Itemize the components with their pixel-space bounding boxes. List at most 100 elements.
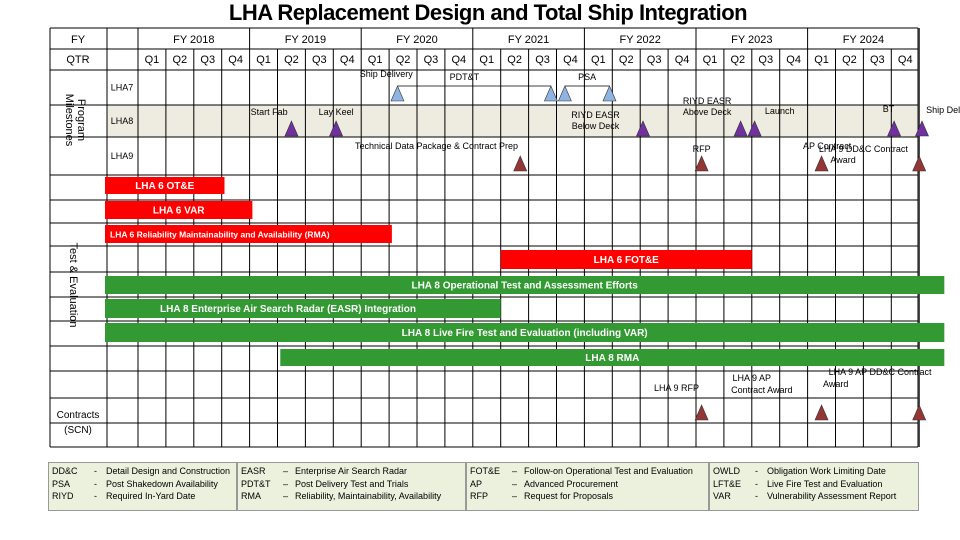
contract-markers: LHA 9 RFP LHA 9 AP Contract Award LHA 9 AP … bbox=[654, 367, 932, 421]
quarter-label: Q2 bbox=[173, 54, 188, 66]
te-bar-label: LHA 8 RMA bbox=[585, 353, 639, 364]
te-bar-label: LHA 6 OT&E bbox=[135, 181, 194, 192]
legend-dash: - bbox=[755, 491, 758, 501]
quarter-label: Q2 bbox=[507, 54, 522, 66]
ship-delivery-label: Ship Delivery bbox=[360, 69, 414, 79]
quarter-label: Q2 bbox=[396, 54, 411, 66]
program-milestones-label-2: Milestones bbox=[63, 94, 75, 147]
legend-entry: RIYD - Required In-Yard Date bbox=[52, 490, 233, 503]
test-evaluation-bars: LHA 6 OT&E LHA 6 VAR LHA 6 Reliability Mai… bbox=[105, 177, 945, 366]
legend-definition: Request for Proposals bbox=[524, 491, 614, 501]
pdtt-label: PDT&T bbox=[450, 72, 480, 82]
quarter-label: Q4 bbox=[786, 54, 801, 66]
qtr-header-label: QTR bbox=[66, 54, 89, 66]
legend-abbrev: PDT&T bbox=[241, 478, 271, 489]
milestone-row-label: LHA8 bbox=[111, 116, 134, 126]
legend-abbrev: FOT&E bbox=[470, 466, 501, 476]
legend-abbrev: OWLD bbox=[713, 466, 740, 476]
legend-definition: Detail Design and Construction bbox=[106, 466, 231, 476]
legend-dash: – bbox=[283, 466, 289, 476]
contract-triangle bbox=[814, 404, 829, 421]
milestone-label-line2: Below Deck bbox=[572, 121, 620, 131]
legend-definition: Post Shakedown Availability bbox=[106, 478, 218, 489]
milestone-label: Start Fab bbox=[251, 107, 288, 117]
fy-label: FY 2018 bbox=[173, 34, 214, 46]
contracts-label-1: Contracts bbox=[57, 410, 100, 421]
te-bar bbox=[105, 225, 392, 243]
fy-label: FY 2021 bbox=[508, 34, 549, 46]
quarter-label: Q4 bbox=[228, 54, 243, 66]
legend-abbrev: RIYD bbox=[52, 491, 74, 501]
legend-abbrev: DD&C bbox=[52, 466, 78, 476]
legend-dash: - bbox=[755, 466, 758, 476]
te-bar bbox=[105, 276, 945, 294]
te-bar-label: LHA 8 Live Fire Test and Evaluation (inc… bbox=[402, 328, 648, 339]
fy-label: FY 2019 bbox=[285, 34, 326, 46]
milestone-label: AP Contract bbox=[803, 141, 852, 151]
legend-box: FOT&E – Follow-on Operational Test and Eva… bbox=[466, 462, 709, 511]
quarter-headers: Q1 Q2 Q3 Q4 Q1 Q2 Q3 Q4 Q1 Q2 Q3 Q4 Q1 Q2 Q3 Q4 Q1 Q2 Q3 Q4… bbox=[145, 54, 913, 66]
legend-box: EASR – Enterprise Air Search Radar PDT&T – Po… bbox=[237, 462, 466, 511]
quarter-label: Q4 bbox=[340, 54, 355, 66]
te-bar-label: LHA 6 FOT&E bbox=[594, 255, 660, 266]
test-evaluation-section: Test & Evaluation bbox=[67, 243, 79, 328]
quarter-label: Q3 bbox=[647, 54, 662, 66]
milestone-label: BT bbox=[883, 104, 895, 114]
contract-triangle bbox=[912, 404, 927, 421]
legend-box: DD&C - Detail Design and Construction PSA - P… bbox=[48, 462, 237, 511]
milestone-label-line2: Above Deck bbox=[683, 107, 732, 117]
te-bar bbox=[105, 177, 225, 194]
milestone-triangle bbox=[912, 155, 927, 172]
program-milestones-section: Program bbox=[75, 99, 87, 141]
quarter-label: Q3 bbox=[312, 54, 327, 66]
quarter-label: Q4 bbox=[452, 54, 467, 66]
legend-dash: – bbox=[283, 491, 289, 501]
quarter-label: Q2 bbox=[842, 54, 857, 66]
legend-entry: PDT&T – Post Delivery Test and Trials bbox=[241, 478, 462, 491]
legend-definition: Enterprise Air Search Radar bbox=[295, 466, 408, 476]
te-bar-label: LHA 6 VAR bbox=[153, 206, 205, 217]
grid bbox=[49, 27, 920, 448]
legend-dash: - bbox=[94, 466, 97, 476]
legend-entry: LFT&E - Live Fire Test and Evaluation bbox=[713, 478, 915, 491]
legend-abbrev: VAR bbox=[713, 491, 731, 501]
quarter-label: Q2 bbox=[731, 54, 746, 66]
quarter-label: Q3 bbox=[200, 54, 215, 66]
milestone-triangle bbox=[390, 85, 405, 102]
quarter-label: Q2 bbox=[284, 54, 299, 66]
legend-dash: - bbox=[94, 478, 97, 489]
milestone-row-label: LHA9 bbox=[111, 151, 134, 161]
legend-entry: OWLD - Obligation Work Limiting Date bbox=[713, 465, 915, 478]
legend-entry: AP – Advanced Procurement bbox=[470, 478, 705, 491]
legend-abbrev: EASR bbox=[241, 466, 266, 476]
quarter-label: Q1 bbox=[814, 54, 829, 66]
program-milestones-label-1: Program bbox=[75, 99, 87, 141]
legend-entry: RMA – Reliability, Maintainability, Availa… bbox=[241, 490, 462, 503]
quarter-label: Q3 bbox=[870, 54, 885, 66]
milestone-label: RIYD EASR bbox=[571, 110, 620, 120]
te-bar-label: LHA 8 Operational Test and Assessment Ef… bbox=[411, 281, 638, 292]
legend-definition: Live Fire Test and Evaluation bbox=[767, 478, 883, 489]
legend-dash: – bbox=[512, 491, 518, 501]
legend-definition: Vulnerability Assessment Report bbox=[767, 491, 897, 501]
milestone-triangle bbox=[887, 120, 902, 137]
milestone-triangle bbox=[814, 155, 829, 172]
quarter-label: Q1 bbox=[591, 54, 606, 66]
milestone-triangle bbox=[733, 120, 748, 137]
legend-entry: VAR - Vulnerability Assessment Report bbox=[713, 490, 915, 503]
quarter-label: Q3 bbox=[758, 54, 773, 66]
legend-entry: FOT&E – Follow-on Operational Test and Eva… bbox=[470, 465, 705, 478]
contract-label: LHA 9 AP DD&C Contract bbox=[829, 367, 932, 377]
milestone-row-labels: LHA7 LHA8 LHA9 bbox=[111, 83, 134, 162]
contract-label-line2: Contract Award bbox=[731, 385, 792, 395]
legend-entry: RFP – Request for Proposals bbox=[470, 490, 705, 503]
quarter-label: Q4 bbox=[898, 54, 913, 66]
milestone-label: RIYD EASR bbox=[683, 96, 732, 106]
test-evaluation-label: Test & Evaluation bbox=[67, 243, 79, 328]
milestone-triangle bbox=[636, 120, 650, 137]
legend-definition: Reliability, Maintainability, Availabili… bbox=[295, 491, 442, 501]
milestone-triangle bbox=[543, 85, 558, 102]
contracts-label-2: (SCN) bbox=[64, 425, 92, 436]
milestone-label: Ship Delivery bbox=[926, 105, 960, 115]
milestone-label: Technical Data Package & Contract Prep bbox=[355, 141, 518, 151]
